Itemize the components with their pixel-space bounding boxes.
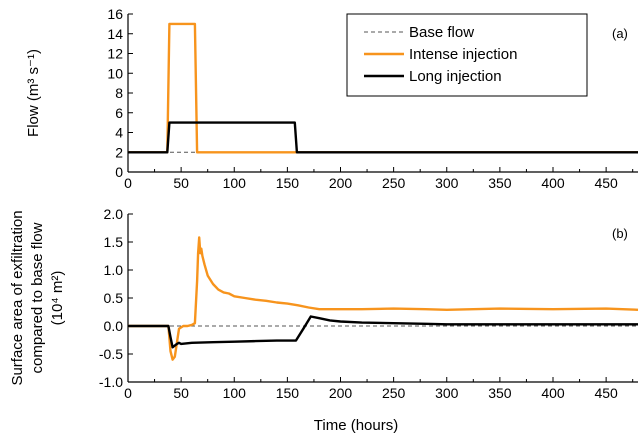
x-tick-label: 350 (488, 385, 512, 401)
legend-label-intense-injection: Intense injection (409, 46, 517, 63)
y-tick-label: 14 (107, 26, 123, 42)
y-axis-title-line: (10⁴ m²) (49, 271, 66, 326)
x-tick-label: 400 (541, 175, 565, 191)
y-tick-label: -1.0 (99, 374, 123, 390)
y-tick-label: 12 (107, 46, 123, 62)
panel-a-flow-chart: 0 50 100 150 200 250 300 350 400 4500246810121416… (25, 6, 638, 191)
y-tick-label: -0.5 (99, 346, 123, 362)
x-tick-label: 0 (124, 385, 132, 401)
x-tick-label: 200 (329, 175, 353, 191)
y-axis-title-line: compared to base flow (29, 222, 46, 373)
x-tick-label: 0 (124, 175, 132, 191)
y-tick-label: 16 (107, 6, 123, 22)
y-tick-label: 2.0 (104, 206, 124, 222)
x-tick-label: 350 (488, 175, 512, 191)
panel-tag: (a) (612, 26, 628, 41)
y-axis-title: Flow (m³ s⁻¹) (25, 49, 42, 137)
y-tick-label: 0.0 (104, 318, 124, 334)
legend: Base flow Intense injection Long injection (346, 13, 588, 97)
x-tick-label: 300 (435, 385, 459, 401)
x-tick-label: 50 (173, 175, 189, 191)
series-line-long-injection (128, 121, 638, 154)
x-tick-label: 250 (382, 175, 406, 191)
panel-tag: (b) (612, 226, 628, 241)
x-tick-label: 250 (382, 385, 406, 401)
x-tick-label: 150 (276, 175, 300, 191)
y-tick-label: 6 (115, 105, 123, 121)
x-tick-label: 150 (276, 385, 300, 401)
y-tick-label: 1.5 (104, 234, 124, 250)
y-tick-label: 1.0 (104, 262, 124, 278)
x-tick-label: 400 (541, 385, 565, 401)
x-tick-label: 200 (329, 385, 353, 401)
x-axis-title: Time (hours) (314, 417, 398, 434)
x-tick-label: 300 (435, 175, 459, 191)
y-tick-label: 8 (115, 85, 123, 101)
series-line-long-injection (128, 315, 638, 349)
x-tick-label: 100 (223, 175, 247, 191)
x-tick-label: 100 (223, 385, 247, 401)
x-tick-label: 50 (173, 385, 189, 401)
y-axis-title-line: Surface area of exfiltration (9, 210, 26, 385)
legend-label-long-injection: Long injection (409, 68, 502, 85)
y-tick-label: 10 (107, 65, 123, 81)
y-tick-label: 0 (115, 164, 123, 180)
legend-label-base-flow: Base flow (409, 24, 474, 41)
y-tick-label: 4 (115, 125, 123, 141)
x-tick-label: 450 (594, 175, 618, 191)
panel-b-exfiltration-chart: 0 50 100 150 200 250 300 350 400 450 -1.0 -0.5 0.0 0.… (9, 206, 639, 434)
y-tick-label: 0.5 (104, 290, 124, 306)
x-tick-label: 450 (594, 385, 618, 401)
series-line-intense-injection (128, 236, 639, 361)
y-tick-label: 2 (115, 144, 123, 160)
